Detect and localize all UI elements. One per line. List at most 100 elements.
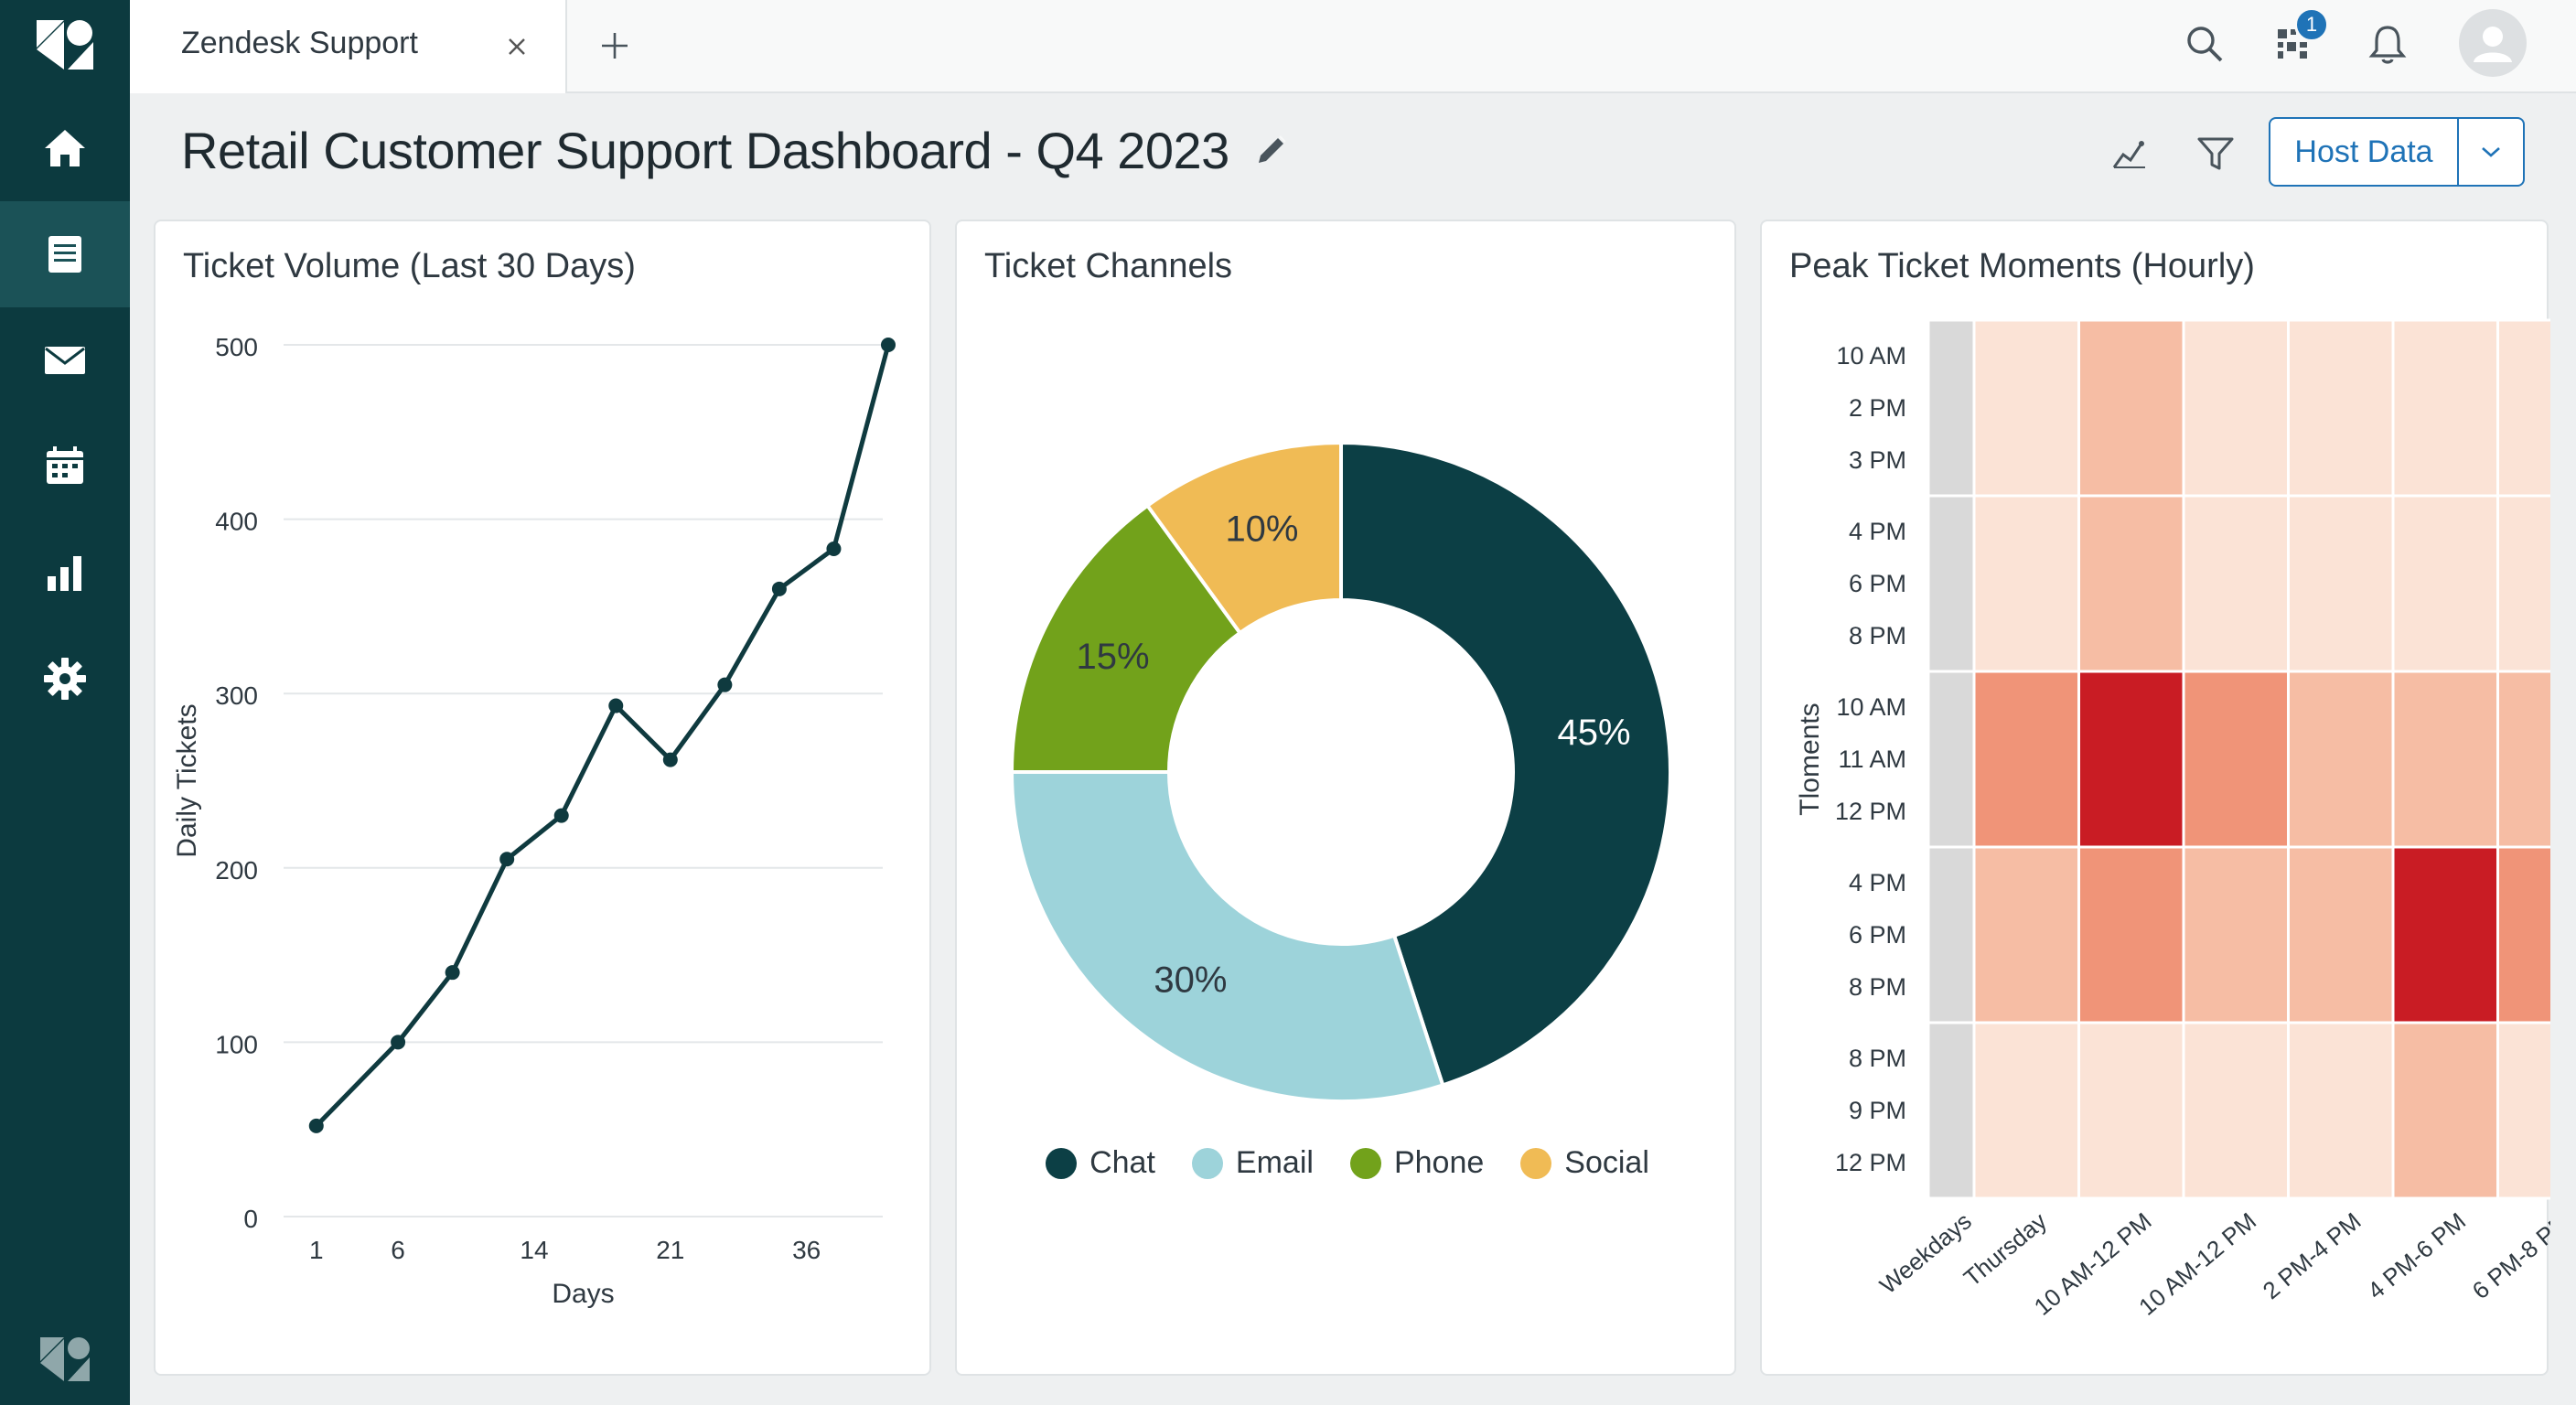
- tab-label: Zendesk Support: [181, 26, 418, 60]
- heatmap-cell[interactable]: [2287, 494, 2395, 673]
- sidebar-item-views[interactable]: [0, 201, 130, 307]
- page-title: Retail Customer Support Dashboard - Q4 2…: [181, 122, 1229, 179]
- legend-label: Email: [1235, 1145, 1314, 1180]
- heatmap-cell[interactable]: [2287, 1021, 2395, 1200]
- tab-zendesk-support[interactable]: Zendesk Support: [130, 0, 567, 93]
- y-tick-label: 0: [243, 1205, 258, 1233]
- x-tick-label: 36: [792, 1236, 821, 1264]
- y-tick-label: 500: [215, 333, 258, 361]
- bell-icon[interactable]: [2358, 15, 2417, 73]
- data-point[interactable]: [553, 808, 569, 823]
- heatmap-cell[interactable]: [2391, 1021, 2499, 1200]
- heatmap-cell[interactable]: [2182, 845, 2290, 1024]
- heatmap-cell[interactable]: [2391, 494, 2499, 673]
- gear-icon: [44, 658, 86, 700]
- y-axis-label: Daily Tickets: [172, 703, 202, 857]
- sidebar-item-home[interactable]: [0, 95, 130, 201]
- search-icon[interactable]: [2175, 15, 2234, 73]
- heatmap-cell[interactable]: [2182, 1021, 2290, 1200]
- sidebar-item-settings[interactable]: [0, 626, 130, 732]
- heatmap-cell[interactable]: [2391, 845, 2499, 1024]
- sidebar-item-reports[interactable]: [0, 520, 130, 626]
- heatmap-cell[interactable]: [2391, 318, 2499, 498]
- filter-icon[interactable]: [2190, 126, 2241, 181]
- pencil-icon[interactable]: [1250, 128, 1293, 172]
- data-point[interactable]: [771, 581, 787, 596]
- heatmap-cell[interactable]: [2287, 670, 2395, 849]
- pie-slice-social[interactable]: [1144, 440, 1343, 636]
- data-point[interactable]: [445, 965, 460, 981]
- pie-slice-phone[interactable]: [1009, 502, 1243, 774]
- pie-slice-email[interactable]: [1009, 770, 1445, 1103]
- heatmap-cell[interactable]: [2077, 845, 2185, 1024]
- heatmap-cell[interactable]: [1972, 670, 2080, 849]
- heatmap-cell[interactable]: [2182, 494, 2290, 673]
- close-icon[interactable]: [496, 26, 538, 68]
- row-label: 10 AM: [1836, 693, 1906, 721]
- data-point[interactable]: [717, 677, 733, 692]
- heatmap-cell[interactable]: [2077, 494, 2185, 673]
- sidebar-item-calendar[interactable]: [0, 413, 130, 520]
- legend-item-email[interactable]: Email: [1191, 1145, 1314, 1181]
- heatmap-cell[interactable]: [2077, 1021, 2185, 1200]
- chart-settings-icon[interactable]: [2104, 128, 2155, 179]
- data-point[interactable]: [881, 338, 896, 352]
- column-label: Thursday: [1959, 1207, 2052, 1292]
- heatmap-cell[interactable]: [1972, 845, 2080, 1024]
- host-data-label[interactable]: Host Data: [2270, 119, 2459, 185]
- heatmap-cell[interactable]: [1972, 318, 2080, 498]
- data-point[interactable]: [391, 1035, 406, 1050]
- row-label: 8 PM: [1849, 973, 1906, 1001]
- data-point[interactable]: [499, 852, 515, 867]
- data-point[interactable]: [662, 752, 678, 767]
- heatmap-cell[interactable]: [2077, 670, 2185, 849]
- y-tick-label: 100: [215, 1030, 258, 1058]
- slice-label: 10%: [1225, 509, 1298, 550]
- row-label: 3 PM: [1849, 446, 1906, 474]
- heatmap-cell[interactable]: [2287, 845, 2395, 1024]
- data-point[interactable]: [308, 1118, 324, 1133]
- legend-item-social[interactable]: Social: [1520, 1145, 1649, 1181]
- pie-slice-chat[interactable]: [1339, 440, 1672, 1088]
- heatmap-cell[interactable]: [1927, 1021, 1976, 1200]
- legend-item-phone[interactable]: Phone: [1349, 1145, 1484, 1181]
- bar-chart-icon: [48, 556, 81, 591]
- row-label: 8 PM: [1849, 622, 1906, 649]
- heatmap-cell[interactable]: [2496, 845, 2551, 1024]
- heatmap-cell[interactable]: [2182, 318, 2290, 498]
- heatmap-cell[interactable]: [2287, 318, 2395, 498]
- peak-ticket-panel: Peak Ticket Moments (Hourly) 10 AM 2 PM 3 …: [1760, 220, 2551, 1376]
- sidebar-item-email[interactable]: [0, 307, 130, 413]
- calendar-icon: [47, 446, 83, 484]
- heatmap-cell[interactable]: [1927, 670, 1976, 849]
- legend-swatch: [1191, 1147, 1223, 1179]
- zendesk-logo-icon[interactable]: [33, 13, 97, 77]
- heatmap-cell[interactable]: [2391, 670, 2499, 849]
- legend-label: Chat: [1089, 1145, 1155, 1180]
- heatmap-cell[interactable]: [2496, 318, 2551, 498]
- slice-label: 15%: [1076, 637, 1149, 677]
- heatmap-cell[interactable]: [2077, 318, 2185, 498]
- row-label: 4 PM: [1849, 869, 1906, 896]
- heatmap-cell[interactable]: [1927, 494, 1976, 673]
- add-tab-icon[interactable]: [589, 20, 640, 71]
- heatmap-cell[interactable]: [1927, 845, 1976, 1024]
- row-label: 6 PM: [1849, 570, 1906, 597]
- heatmap-cell[interactable]: [1927, 318, 1976, 498]
- heatmap-cell[interactable]: [2182, 670, 2290, 849]
- data-point[interactable]: [826, 542, 842, 557]
- y-axis-label: Tloments: [1795, 702, 1825, 815]
- heatmap-cell[interactable]: [2496, 494, 2551, 673]
- chevron-down-icon[interactable]: [2459, 119, 2523, 185]
- avatar[interactable]: [2459, 9, 2527, 77]
- data-point[interactable]: [608, 698, 624, 713]
- apps-icon[interactable]: [2265, 15, 2324, 73]
- host-data-button[interactable]: Host Data: [2269, 117, 2525, 187]
- heatmap-cell[interactable]: [1972, 494, 2080, 673]
- panel-title: Ticket Channels: [984, 247, 1233, 285]
- heatmap-cell[interactable]: [2496, 1021, 2551, 1200]
- legend-item-chat[interactable]: Chat: [1046, 1145, 1155, 1181]
- heatmap-cell[interactable]: [2496, 670, 2551, 849]
- y-tick-label: 300: [215, 681, 258, 710]
- heatmap-cell[interactable]: [1972, 1021, 2080, 1200]
